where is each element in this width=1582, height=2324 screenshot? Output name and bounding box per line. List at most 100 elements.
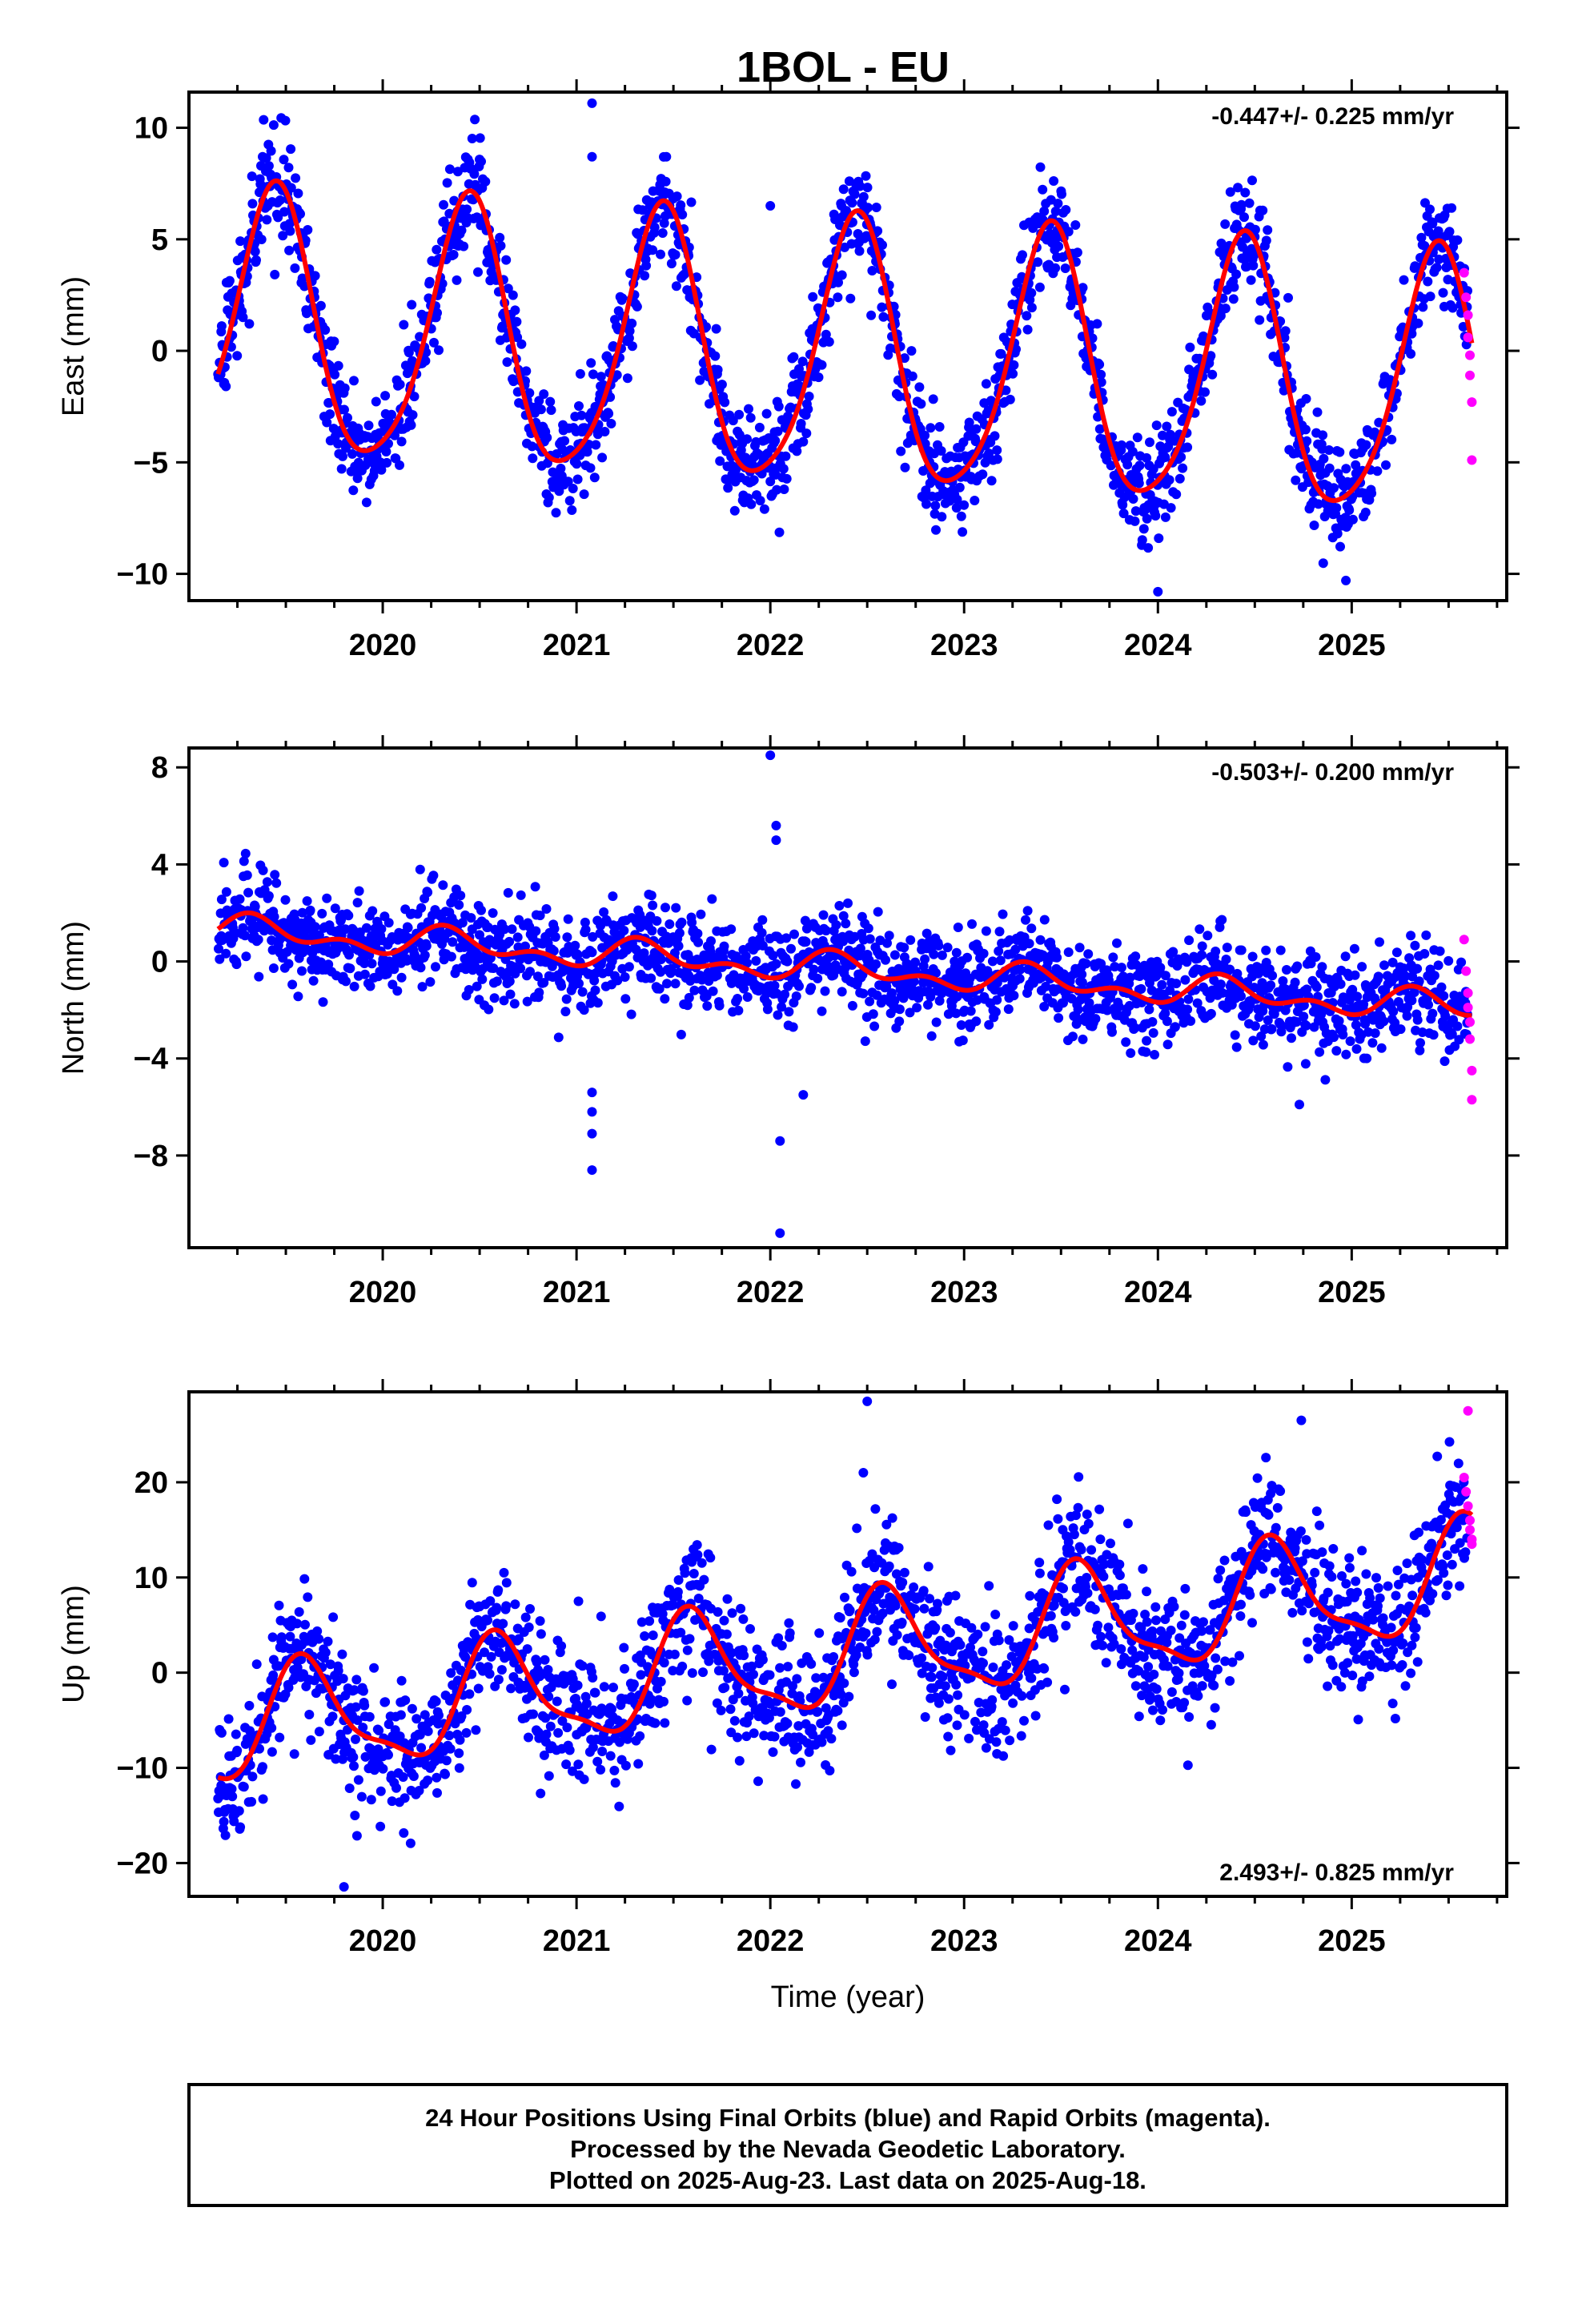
final-orbit-point: [312, 1626, 323, 1636]
final-orbit-point: [1151, 420, 1162, 431]
final-orbit-point: [232, 351, 243, 361]
final-orbit-point: [1291, 1017, 1302, 1027]
final-orbit-point: [1200, 387, 1210, 397]
final-orbit-point: [1319, 453, 1329, 464]
final-orbit-point: [399, 320, 409, 330]
final-orbit-point: [1147, 1017, 1158, 1027]
final-orbit-point: [723, 483, 733, 493]
final-orbit-point: [522, 1644, 532, 1655]
final-orbit-point: [369, 1663, 379, 1673]
final-orbit-point: [652, 916, 662, 926]
final-orbit-point: [794, 364, 804, 374]
final-orbit-point: [781, 473, 792, 484]
final-orbit-point: [953, 923, 963, 932]
x-tick-label: 2023: [930, 1276, 998, 1309]
final-orbit-point: [1130, 516, 1140, 526]
final-orbit-point: [992, 995, 1002, 1005]
final-orbit-point: [656, 249, 665, 259]
final-orbit-point: [284, 245, 295, 255]
final-orbit-point: [1107, 1027, 1117, 1037]
final-orbit-point: [1009, 991, 1019, 1001]
final-orbit-point: [757, 915, 768, 925]
final-orbit-point: [586, 358, 596, 368]
final-orbit-point: [325, 409, 335, 420]
final-orbit-point: [1379, 1016, 1389, 1027]
final-orbit-point: [768, 951, 778, 961]
final-orbit-point: [506, 1683, 516, 1694]
final-orbit-point: [791, 991, 801, 1001]
final-orbit-point: [1176, 452, 1186, 462]
final-orbit-point: [1266, 980, 1276, 991]
final-orbit-point: [759, 504, 769, 514]
final-orbit-point: [420, 1710, 430, 1720]
final-orbit-point: [1164, 475, 1174, 485]
final-orbit-point: [937, 512, 947, 522]
final-orbit-point: [1130, 959, 1141, 970]
final-orbit-point: [773, 426, 783, 436]
final-orbit-point: [424, 276, 435, 287]
final-orbit-point: [543, 1665, 553, 1675]
final-orbit-point: [992, 445, 1002, 456]
final-orbit-point: [1130, 506, 1141, 517]
final-orbit-point: [470, 961, 480, 971]
final-orbit-point: [409, 392, 420, 402]
final-orbit-point: [674, 928, 685, 939]
final-orbit-point: [395, 460, 404, 470]
final-orbit-point: [1050, 206, 1061, 216]
final-orbit-point: [302, 308, 311, 319]
final-orbit-point: [489, 993, 500, 1003]
final-orbit-point: [285, 226, 295, 236]
final-orbit-point: [351, 1702, 361, 1712]
final-orbit-point: [692, 1540, 702, 1550]
final-orbit-point: [733, 994, 743, 1003]
final-orbit-point: [1116, 440, 1126, 450]
final-orbit-point: [1009, 360, 1019, 370]
final-orbit-point: [793, 1742, 802, 1752]
final-orbit-point: [383, 918, 394, 928]
north-y-axis-label: North (mm): [57, 921, 90, 1075]
final-orbit-point: [871, 959, 881, 969]
final-orbit-point: [516, 339, 527, 349]
final-orbit-point: [473, 267, 483, 277]
final-orbit-point: [550, 932, 560, 942]
final-orbit-point: [1248, 260, 1259, 271]
final-orbit-point: [1228, 294, 1239, 304]
final-orbit-point: [769, 1731, 780, 1742]
final-orbit-point: [921, 485, 931, 496]
x-tick-label: 2022: [737, 629, 805, 662]
final-orbit-point: [400, 1695, 411, 1706]
final-orbit-point: [247, 199, 258, 209]
final-orbit-point: [269, 911, 279, 922]
final-orbit-point: [383, 1750, 393, 1760]
final-orbit-point: [596, 372, 606, 382]
final-orbit-point: [951, 947, 962, 958]
final-orbit-point: [546, 405, 556, 416]
final-orbit-point: [967, 919, 977, 929]
final-orbit-outlier-point: [775, 1136, 785, 1146]
final-orbit-point: [845, 293, 856, 304]
final-orbit-point: [1078, 1034, 1088, 1044]
final-orbit-point: [928, 394, 938, 404]
final-orbit-point: [1381, 460, 1391, 470]
final-orbit-point: [1302, 984, 1312, 995]
final-orbit-point: [339, 404, 349, 415]
final-orbit-point: [1054, 241, 1064, 251]
final-orbit-point: [682, 1645, 693, 1655]
final-orbit-point: [1217, 915, 1227, 925]
final-orbit-point: [990, 431, 1000, 441]
final-orbit-point: [352, 898, 363, 908]
final-orbit-point: [1195, 924, 1205, 935]
final-orbit-point: [986, 476, 997, 486]
final-orbit-point: [970, 496, 980, 505]
final-orbit-point: [937, 950, 947, 960]
final-orbit-point: [1106, 460, 1116, 471]
final-orbit-point: [772, 485, 782, 495]
final-orbit-point: [920, 954, 930, 964]
final-orbit-point: [912, 1003, 922, 1013]
final-orbit-outlier-point: [771, 820, 781, 830]
final-orbit-point: [720, 1683, 730, 1693]
final-orbit-point: [660, 994, 670, 1004]
final-orbit-point: [1197, 950, 1207, 960]
final-orbit-point: [1413, 318, 1423, 328]
final-orbit-point: [1439, 1056, 1450, 1067]
